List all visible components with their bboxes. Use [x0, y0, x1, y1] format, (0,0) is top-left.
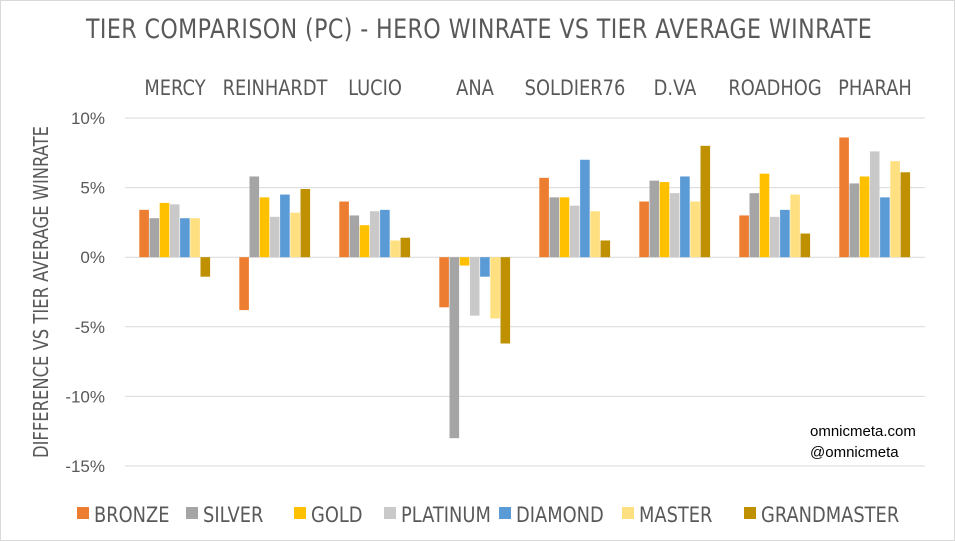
hero-label-mercy: MERCY — [144, 76, 205, 101]
bar-pharah-gold — [859, 176, 870, 258]
hero-label-roadhog: ROADHOG — [728, 76, 821, 101]
legend-label-grandmaster: GRANDMASTER — [761, 503, 899, 528]
y-tick-10: -10% — [65, 387, 105, 406]
bar-roadhog-bronze — [739, 215, 749, 258]
bar-d-va-diamond — [680, 176, 690, 258]
watermark-handle: @omnicmeta — [810, 444, 899, 461]
hero-label-d-va: D.VA — [654, 76, 697, 101]
bar-roadhog-platinum — [769, 216, 780, 258]
bar-lucio-master — [390, 240, 400, 258]
watermark: omnicmeta.com @omnicmeta — [810, 421, 916, 463]
bar-pharah-silver — [849, 183, 860, 258]
y-tick-5: -5% — [75, 318, 105, 337]
bar-mercy-diamond — [180, 218, 190, 258]
bar-soldier76-platinum — [569, 205, 580, 258]
bar-roadhog-master — [790, 194, 800, 258]
bar-soldier76-bronze — [539, 177, 549, 258]
bar-roadhog-gold — [759, 173, 770, 258]
y-tick-15: -15% — [65, 457, 105, 476]
legend: BRONZE SILVER GOLD PLATINUM DIAMOND MASTER GRA… — [77, 503, 899, 528]
bar-d-va-gold — [659, 182, 670, 258]
legend-label-bronze: BRONZE — [94, 503, 169, 528]
legend-swatch-bronze — [77, 507, 89, 519]
bar-soldier76-master — [590, 211, 600, 258]
bar-reinhardt-grandmaster — [300, 188, 311, 258]
bar-reinhardt-gold — [259, 197, 270, 258]
hero-labels: MERCY REINHARDT LUCIO ANA SOLDIER76 D.VA ROADH… — [144, 76, 911, 101]
bar-pharah-bronze — [839, 137, 849, 258]
legend-swatch-grandmaster — [744, 507, 756, 519]
hero-label-ana: ANA — [456, 76, 494, 101]
legend-swatch-diamond — [499, 507, 511, 519]
bar-mercy-grandmaster — [200, 257, 211, 277]
legend-swatch-master — [622, 507, 634, 519]
bar-mercy-platinum — [169, 204, 180, 258]
bar-pharah-master — [890, 161, 900, 258]
y-tick-10: 10% — [71, 109, 105, 128]
bar-reinhardt-master — [290, 212, 300, 258]
bar-lucio-gold — [359, 225, 370, 258]
bars — [139, 137, 911, 439]
bar-d-va-silver — [649, 180, 660, 258]
hero-label-lucio: LUCIO — [348, 76, 402, 101]
bar-reinhardt-diamond — [280, 194, 290, 258]
y-axis-label: DIFFERENCE VS TIER AVERAGE WINRATE — [31, 126, 54, 458]
bar-d-va-platinum — [669, 193, 680, 258]
bar-d-va-grandmaster — [700, 145, 711, 258]
legend-label-platinum: PLATINUM — [401, 503, 491, 528]
bar-ana-silver — [449, 257, 460, 439]
bar-ana-master — [490, 257, 500, 319]
y-tick-5: 5% — [80, 179, 105, 198]
bar-mercy-silver — [149, 218, 160, 258]
bar-ana-platinum — [469, 257, 480, 316]
bar-pharah-grandmaster — [900, 172, 911, 258]
bar-roadhog-grandmaster — [800, 233, 811, 258]
hero-label-soldier76: SOLDIER76 — [525, 76, 626, 101]
bar-lucio-platinum — [369, 211, 380, 258]
bar-lucio-bronze — [339, 201, 349, 258]
y-tick-0: 0% — [80, 248, 105, 267]
bar-soldier76-grandmaster — [600, 240, 611, 258]
bar-pharah-diamond — [880, 197, 890, 258]
y-tick-labels: 10% 5% 0% -5% -10% -15% — [65, 109, 105, 476]
bar-ana-diamond — [480, 257, 490, 277]
bar-reinhardt-platinum — [269, 216, 280, 258]
chart-title: TIER COMPARISON (PC) - HERO WINRATE VS T… — [85, 14, 873, 45]
hero-label-pharah: PHARAH — [838, 76, 912, 101]
legend-label-silver: SILVER — [203, 503, 263, 528]
bar-lucio-grandmaster — [400, 237, 411, 258]
bar-mercy-master — [190, 218, 200, 258]
bar-ana-gold — [459, 257, 470, 266]
bar-reinhardt-bronze — [239, 257, 249, 311]
bar-d-va-bronze — [639, 201, 649, 258]
watermark-site: omnicmeta.com — [810, 423, 916, 440]
legend-swatch-platinum — [384, 507, 396, 519]
legend-swatch-silver — [186, 507, 198, 519]
bar-lucio-diamond — [380, 209, 390, 258]
bar-soldier76-diamond — [580, 159, 590, 258]
legend-label-gold: GOLD — [311, 503, 363, 528]
bar-ana-grandmaster — [500, 257, 511, 344]
bar-reinhardt-silver — [249, 176, 260, 258]
bar-roadhog-diamond — [780, 209, 790, 258]
bar-mercy-bronze — [139, 209, 149, 258]
bar-soldier76-gold — [559, 197, 570, 258]
bar-d-va-master — [690, 201, 700, 258]
legend-swatch-gold — [294, 507, 306, 519]
bar-mercy-gold — [159, 202, 170, 258]
bar-soldier76-silver — [549, 197, 560, 258]
bar-lucio-silver — [349, 215, 360, 258]
bar-ana-bronze — [439, 257, 449, 308]
hero-label-reinhardt: REINHARDT — [223, 76, 328, 101]
legend-label-master: MASTER — [639, 503, 712, 528]
legend-label-diamond: DIAMOND — [516, 503, 604, 528]
bar-pharah-platinum — [869, 151, 880, 258]
bar-roadhog-silver — [749, 193, 760, 258]
